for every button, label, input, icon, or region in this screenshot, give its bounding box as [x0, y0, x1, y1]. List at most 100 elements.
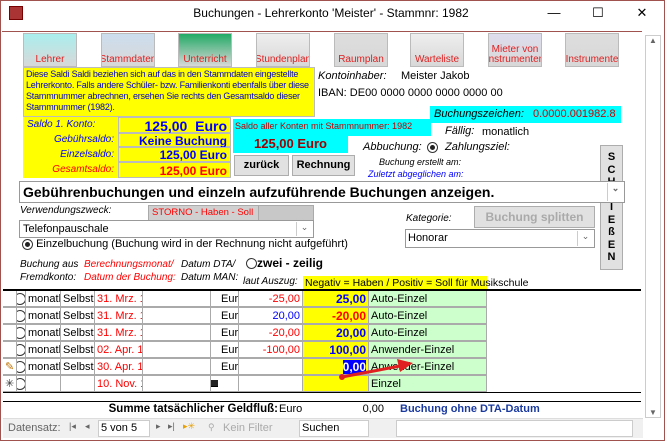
saldo-value: 125,00 Euro — [118, 162, 231, 178]
minimize-button[interactable]: — — [547, 5, 561, 20]
cell-cur — [219, 376, 239, 393]
cell-radio[interactable] — [17, 308, 26, 325]
twoline-radio[interactable]: zwei - zeilig — [246, 256, 323, 270]
cell-kind: Auto-Einzel — [369, 308, 487, 325]
cell-type: monatl. — [26, 342, 61, 359]
debit-label: Abbuchung: — [363, 141, 422, 153]
toolbar-button-floorplan[interactable]: Raumplan — [334, 33, 388, 67]
cell-chk[interactable] — [211, 325, 219, 342]
cell-chk[interactable] — [211, 291, 219, 308]
horizontal-scrollbar[interactable] — [396, 420, 633, 437]
twoline-label: zwei - zeilig — [257, 256, 324, 270]
table-row[interactable]: monatl.Selbstz.31. Mrz. 18 Euro-20,0020,0… — [3, 325, 641, 342]
selected-value[interactable]: 0,00 — [342, 360, 366, 374]
cell-amount — [239, 376, 303, 393]
payment-radio[interactable] — [427, 141, 438, 153]
cell-radio[interactable] — [17, 291, 26, 308]
last-record-icon[interactable]: ▸| — [168, 421, 175, 431]
cell-sel[interactable] — [3, 342, 17, 359]
cell-radio[interactable] — [17, 376, 26, 393]
category-value: Honorar — [408, 232, 448, 244]
invoice-button[interactable]: Rechnung — [292, 155, 355, 176]
single-booking-radio[interactable]: Einzelbuchung (Buchung wird in der Rechn… — [22, 238, 348, 250]
iban: IBAN: DE00 0000 0000 0000 0000 00 — [318, 87, 503, 99]
saldo-label: Gebührsaldo: — [23, 133, 118, 147]
toolbar-button-teacher[interactable]: Lehrer — [23, 33, 77, 67]
cell-who: Selbstz. — [61, 291, 95, 308]
teacher-icon: Lehrer — [35, 54, 65, 65]
table-row[interactable]: ✎monatl.Selbstz.30. Apr. 18Euro0,00Anwen… — [3, 359, 641, 376]
toolbar-button-people[interactable]: Warteliste — [410, 33, 464, 67]
cell-cur: Euro — [219, 359, 239, 376]
table-row[interactable]: monatl.Selbstz.02. Apr. 18 Euro-100,00100… — [3, 342, 641, 359]
purpose-value: Telefonpauschale — [23, 223, 109, 235]
cell-sel[interactable] — [3, 291, 17, 308]
table-row[interactable]: ✳10. Nov. 18Einzel — [3, 376, 641, 393]
chevron-down-icon: ⌄ — [607, 183, 623, 201]
record-input[interactable]: 5 von 5 — [98, 420, 150, 437]
cell-date: 02. Apr. 18 — [95, 342, 143, 359]
category-label: Kategorie: — [406, 213, 452, 224]
scroll-up-icon[interactable]: ▲ — [649, 36, 657, 45]
single-booking-label: Einzelbuchung (Buchung wird in der Rechn… — [36, 238, 348, 250]
first-record-icon[interactable]: |◂ — [69, 421, 76, 431]
created-label: Buchung erstellt am: — [379, 157, 462, 167]
cell-saldo: 100,00 — [303, 342, 369, 359]
sign-note: Negativ = Haben / Positiv = Soll für Mus… — [303, 276, 529, 290]
split-booking-button[interactable]: Buchung splitten — [474, 206, 595, 228]
month-header: Berechnungsmonat/ Datum der Buchung: — [84, 259, 176, 283]
info-box: Diese Saldi Saldi beziehen sich auf das … — [23, 67, 315, 117]
table-row[interactable]: monatl.Selbstz.31. Mrz. 18 Euro20,00-20,0… — [3, 308, 641, 325]
purpose-select[interactable]: Telefonpauschale ⌄ — [19, 220, 314, 238]
cell-sel[interactable] — [3, 308, 17, 325]
filter-select-value: Gebührenbuchungen und einzeln aufzuführe… — [23, 184, 495, 200]
cell-type: monatl. — [26, 291, 61, 308]
cell-radio[interactable] — [17, 325, 26, 342]
purpose-label: Verwendungszweck: — [20, 205, 112, 216]
cell-radio[interactable] — [17, 359, 26, 376]
toolbar-button-clock[interactable]: Stundenplan — [256, 33, 310, 67]
prev-record-icon[interactable]: ◂ — [85, 421, 90, 431]
category-select[interactable]: Honorar ⌄ — [405, 229, 595, 248]
cell-sel[interactable]: ✳ — [3, 376, 17, 393]
filter-icon: ⚲ — [208, 422, 215, 432]
cell-date: 31. Mrz. 18 — [95, 325, 143, 342]
scroll-down-icon[interactable]: ▼ — [649, 408, 657, 417]
no-filter-button[interactable]: Kein Filter — [223, 422, 273, 434]
close-form-button[interactable]: SCHLIEßEN — [600, 145, 623, 270]
cell-chk[interactable] — [211, 342, 219, 359]
cell-blank — [143, 291, 211, 308]
cell-blank — [143, 359, 211, 376]
cell-sel[interactable] — [3, 325, 17, 342]
sum-label: Summe tatsächlicher Geldfluß: — [108, 403, 278, 415]
chevron-down-icon: ⌄ — [296, 222, 312, 236]
holder-label: Kontoinhaber: — [318, 70, 387, 82]
new-record-icon[interactable]: ▸✳ — [183, 421, 196, 431]
storno-label: STORNO - Haben - Soll — [149, 206, 259, 220]
cell-blank — [143, 376, 211, 393]
filter-select[interactable]: Gebührenbuchungen und einzeln aufzuführe… — [19, 181, 625, 203]
cell-chk[interactable] — [211, 308, 219, 325]
sum-note: Buchung ohne DTA-Datum — [400, 403, 540, 415]
all-accounts-label: Saldo aller Konten mit Stammnummer: 1982 — [233, 119, 431, 136]
close-window-button[interactable]: ✕ — [636, 5, 648, 20]
table-row[interactable]: monatl.Selbstz.31. Mrz. 18 Euro-25,0025,0… — [3, 291, 641, 308]
toolbar-button-violin[interactable]: Instrumente — [565, 33, 619, 67]
toolbar-button-funnel[interactable]: Unterricht — [178, 33, 232, 67]
floorplan-icon: Raumplan — [338, 54, 384, 65]
cell-sel[interactable]: ✎ — [3, 359, 17, 376]
toolbar-button-musician[interactable]: Mieter von Instrumenten — [488, 33, 542, 67]
search-input[interactable]: Suchen — [299, 420, 369, 437]
saldo-value: 125,00 Euro — [118, 117, 231, 134]
toolbar-button-house[interactable]: Stammdaten — [101, 33, 155, 67]
chevron-down-icon: ⌄ — [577, 231, 593, 246]
back-button[interactable]: zurück — [234, 155, 289, 176]
cell-who: Selbstz. — [61, 325, 95, 342]
vertical-scrollbar[interactable]: ▲ ▼ — [645, 35, 661, 418]
cell-radio[interactable] — [17, 342, 26, 359]
cell-chk[interactable] — [211, 359, 219, 376]
next-record-icon[interactable]: ▸ — [156, 421, 161, 431]
cell-chk[interactable] — [211, 376, 219, 393]
house-icon: Stammdaten — [101, 54, 155, 65]
maximize-button[interactable]: ☐ — [592, 5, 604, 20]
